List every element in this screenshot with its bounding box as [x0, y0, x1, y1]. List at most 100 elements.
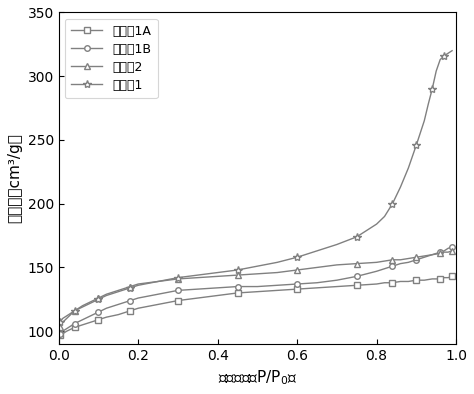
对比例1A	[116, 312, 121, 317]
Y-axis label: 吸附量（cm³/g）: 吸附量（cm³/g）	[7, 133, 22, 223]
对比例2	[72, 309, 77, 313]
对比例1A	[334, 284, 340, 289]
对比例2	[441, 250, 447, 255]
实施例1	[429, 87, 435, 91]
对比例1B	[421, 255, 427, 260]
对比例2	[390, 257, 395, 262]
对比例1A	[421, 278, 427, 282]
对比例1B	[274, 283, 280, 288]
对比例1B	[413, 257, 419, 262]
对比例1A	[429, 277, 435, 281]
对比例2	[128, 284, 133, 289]
对比例1B	[374, 269, 379, 273]
对比例2	[88, 299, 93, 304]
对比例1A	[354, 283, 360, 288]
对比例1B	[96, 310, 101, 314]
对比例1B	[128, 298, 133, 303]
对比例2	[116, 288, 121, 293]
对比例1B	[449, 245, 455, 249]
对比例2	[80, 303, 85, 308]
对比例1B	[136, 296, 141, 300]
实施例1	[445, 51, 451, 56]
对比例2	[64, 316, 70, 321]
Legend: 对比例1A, 对比例1B, 对比例2, 实施例1: 对比例1A, 对比例1B, 对比例2, 实施例1	[65, 19, 158, 98]
实施例1	[255, 264, 260, 269]
对比例2	[96, 296, 101, 300]
对比例1B	[441, 249, 447, 253]
Line: 对比例2: 对比例2	[57, 248, 455, 330]
对比例1B	[60, 329, 65, 334]
对比例1A	[57, 333, 63, 337]
实施例1	[116, 289, 121, 294]
对比例2	[354, 261, 360, 266]
对比例2	[104, 292, 109, 297]
对比例1A	[88, 320, 93, 325]
实施例1	[433, 69, 439, 73]
实施例1	[72, 309, 77, 313]
对比例1B	[116, 302, 121, 307]
对比例2	[175, 277, 181, 281]
对比例1B	[406, 260, 411, 265]
对比例1A	[438, 277, 443, 281]
对比例1A	[104, 315, 109, 320]
对比例1A	[72, 325, 77, 330]
对比例2	[57, 325, 63, 330]
对比例1A	[136, 306, 141, 310]
实施例1	[80, 305, 85, 309]
实施例1	[274, 260, 280, 265]
对比例1A	[382, 281, 387, 285]
对比例1A	[80, 322, 85, 327]
实施例1	[294, 255, 300, 260]
对比例1A	[449, 274, 455, 279]
对比例1A	[128, 309, 133, 313]
Line: 对比例1A: 对比例1A	[57, 273, 455, 338]
实施例1	[235, 268, 240, 272]
实施例1	[438, 57, 443, 62]
对比例1B	[255, 284, 260, 289]
对比例2	[449, 249, 455, 253]
实施例1	[64, 314, 70, 318]
Line: 实施例1: 实施例1	[56, 46, 456, 327]
对比例1B	[155, 292, 161, 297]
实施例1	[441, 54, 447, 58]
实施例1	[155, 279, 161, 284]
对比例1A	[64, 329, 70, 334]
对比例1B	[80, 317, 85, 322]
实施例1	[215, 270, 220, 275]
实施例1	[406, 165, 411, 170]
对比例2	[374, 260, 379, 265]
对比例1B	[64, 326, 70, 331]
对比例1B	[72, 321, 77, 326]
对比例1A	[413, 278, 419, 282]
对比例2	[136, 282, 141, 286]
实施例1	[374, 222, 379, 227]
对比例1A	[235, 291, 240, 296]
实施例1	[195, 273, 201, 277]
对比例1A	[374, 282, 379, 286]
对比例1A	[398, 279, 403, 284]
实施例1	[354, 234, 360, 239]
对比例1B	[104, 306, 109, 310]
对比例2	[255, 271, 260, 276]
对比例1A	[441, 275, 447, 280]
对比例1B	[398, 261, 403, 266]
实施例1	[334, 242, 340, 247]
对比例2	[195, 275, 201, 280]
对比例2	[215, 274, 220, 279]
对比例1B	[235, 284, 240, 289]
对比例1B	[314, 281, 320, 285]
实施例1	[136, 283, 141, 288]
对比例1A	[274, 288, 280, 293]
对比例1B	[195, 287, 201, 292]
对比例2	[398, 257, 403, 262]
对比例1B	[294, 282, 300, 286]
对比例1B	[429, 252, 435, 257]
实施例1	[175, 275, 181, 280]
对比例1B	[175, 288, 181, 293]
对比例1B	[354, 274, 360, 279]
对比例2	[406, 256, 411, 261]
实施例1	[57, 320, 63, 325]
Line: 对比例1B: 对比例1B	[57, 244, 455, 336]
实施例1	[314, 249, 320, 253]
实施例1	[88, 301, 93, 305]
